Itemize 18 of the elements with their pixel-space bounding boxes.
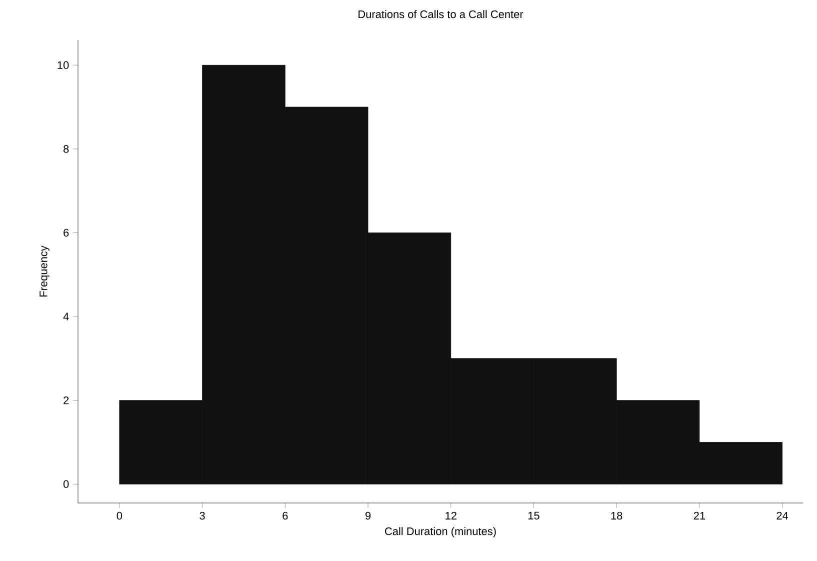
x-tick-label: 24 xyxy=(776,512,788,520)
y-tick-label: 2 xyxy=(64,396,69,404)
x-tick-label: 21 xyxy=(694,512,705,520)
y-tick-label: 8 xyxy=(64,145,69,153)
x-axis-title: Call Duration (minutes) xyxy=(385,527,496,538)
x-tick-label: 3 xyxy=(200,512,205,520)
y-tick-label: 0 xyxy=(63,480,69,488)
y-tick-label: 4 xyxy=(63,312,69,320)
y-axis-title: Frequency xyxy=(40,246,50,296)
x-tick-label: 6 xyxy=(282,512,288,520)
x-tick-label: 15 xyxy=(528,512,540,520)
x-tick-label: 0 xyxy=(116,512,122,520)
y-tick-label: 6 xyxy=(64,228,69,237)
chart-title: Durations of Calls to a Call Center xyxy=(358,10,524,18)
x-tick-label: 18 xyxy=(611,512,622,520)
y-tick-label: 10 xyxy=(58,61,69,70)
x-tick-label: 12 xyxy=(446,512,456,520)
x-tick-label: 9 xyxy=(365,512,371,520)
